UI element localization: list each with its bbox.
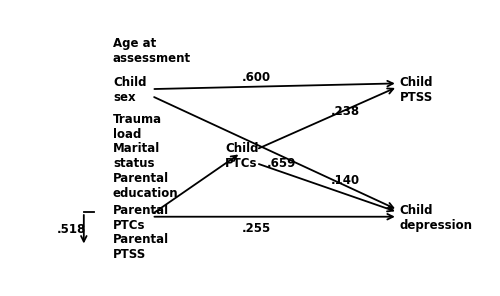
Text: .600: .600 [242,71,271,84]
Text: Marital
status: Marital status [113,142,160,170]
Text: Child
sex: Child sex [113,76,146,104]
Text: Child
PTSS: Child PTSS [400,76,433,104]
Text: .238: .238 [331,105,360,118]
Text: Child
PTCs: Child PTCs [225,142,259,170]
Text: Parental
PTCs: Parental PTCs [113,204,169,232]
Text: .255: .255 [242,222,271,235]
Text: .659: .659 [267,157,296,170]
Text: Parental
PTSS: Parental PTSS [113,234,169,261]
Text: Age at
assessment: Age at assessment [113,38,191,65]
Text: Parental
education: Parental education [113,172,178,200]
Text: .518: .518 [56,223,86,236]
Text: .140: .140 [331,174,360,187]
Text: Trauma
load: Trauma load [113,113,162,141]
Text: Child
depression: Child depression [400,204,472,232]
